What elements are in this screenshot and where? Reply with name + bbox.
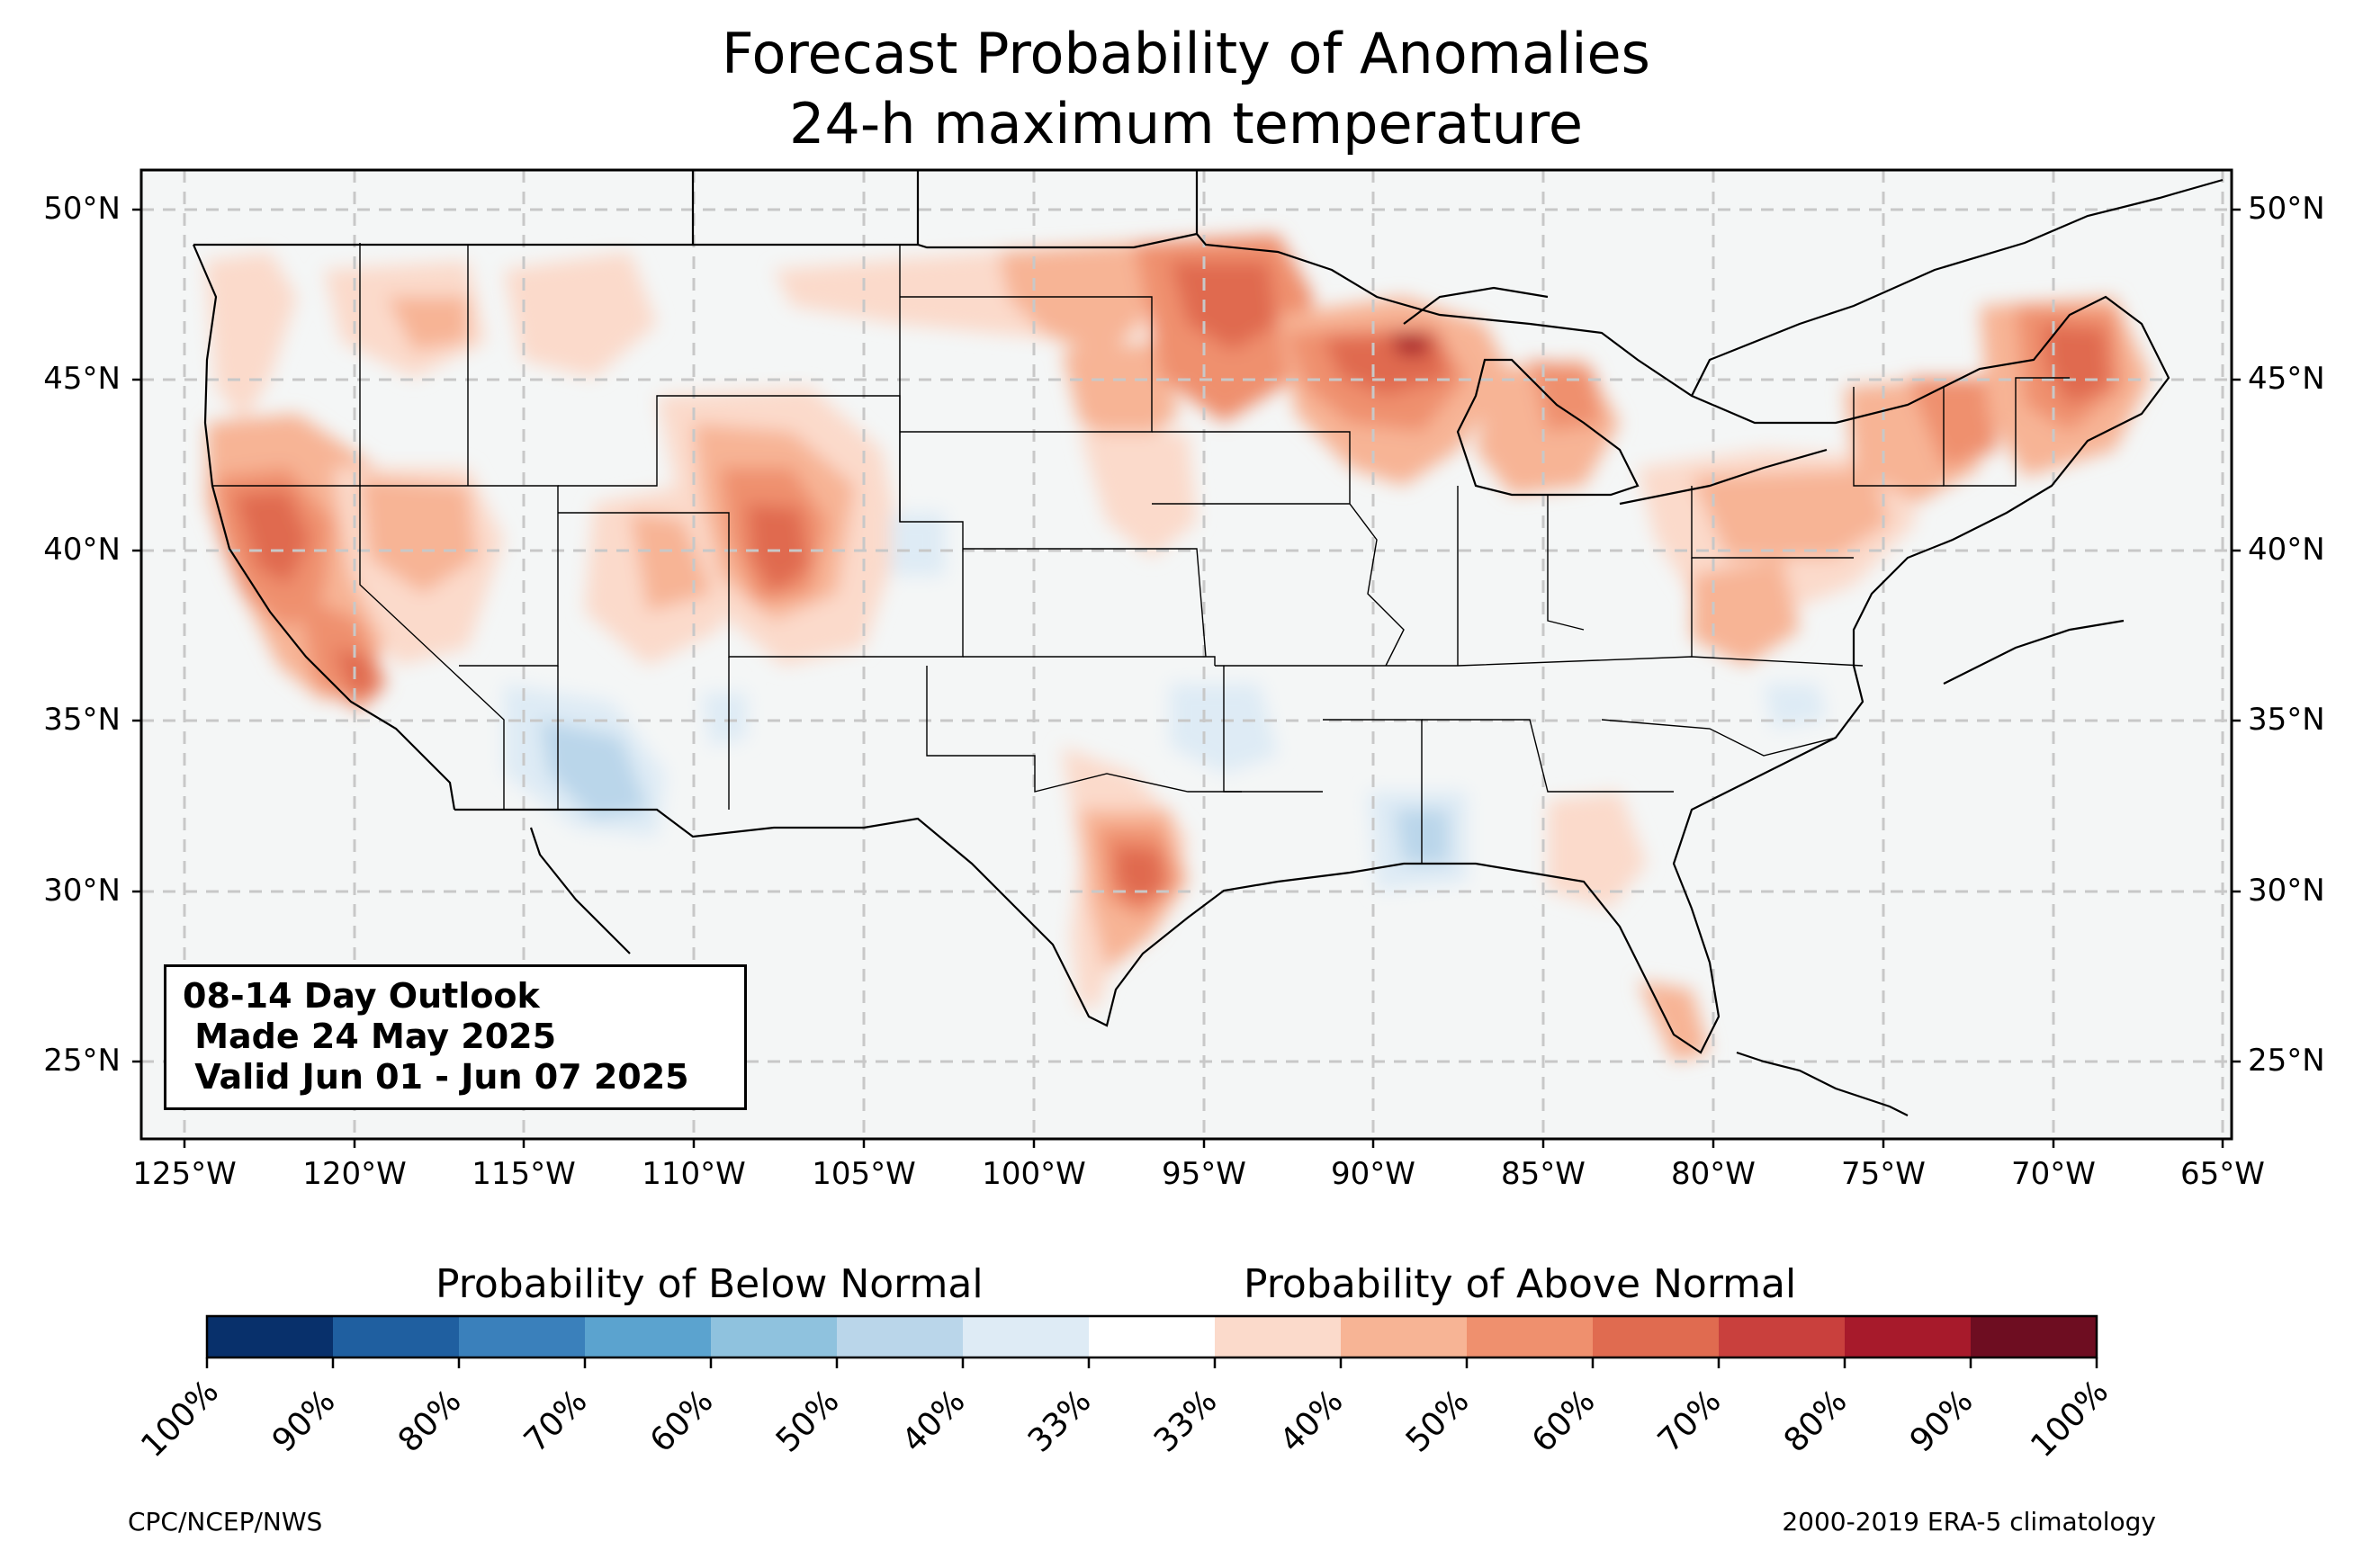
lat-label-right: 25°N [2248, 1043, 2325, 1079]
credit-text: CPC/NCEP/NWS [128, 1507, 323, 1537]
lat-label-left: 50°N [43, 191, 121, 227]
climatology-text: 2000-2019 ERA-5 climatology [1782, 1507, 2156, 1537]
map-frame [139, 168, 2233, 1141]
lon-label: 80°W [1671, 1156, 1756, 1192]
lon-label: 75°W [1841, 1156, 1926, 1192]
chart-title-line2: 24-h maximum temperature [788, 91, 1584, 157]
lon-label: 65°W [2180, 1156, 2265, 1192]
lat-label-left: 25°N [43, 1043, 121, 1079]
lat-label-left: 45°N [43, 361, 121, 397]
outlook-made-date: Made 24 May 2025 [183, 1017, 557, 1056]
lon-label: 105°W [812, 1156, 916, 1192]
lat-label-left: 35°N [43, 702, 121, 738]
lon-label: 90°W [1331, 1156, 1415, 1192]
lon-label: 100°W [982, 1156, 1086, 1192]
map-gridlines [141, 170, 2232, 1139]
lat-label-right: 30°N [2248, 873, 2325, 909]
lat-label-right: 50°N [2248, 191, 2325, 227]
colorbar-below-title: Probability of Below Normal [436, 1261, 984, 1307]
lon-label: 125°W [132, 1156, 237, 1192]
lon-label: 70°W [2011, 1156, 2096, 1192]
colorbar-above-title: Probability of Above Normal [1244, 1261, 1797, 1307]
map-outlines [192, 170, 2224, 1116]
outlook-info-box: 08-14 Day Outlook Made 24 May 2025 Valid… [164, 964, 747, 1110]
lat-label-left: 30°N [43, 873, 121, 909]
lon-label: 85°W [1501, 1156, 1586, 1192]
outlook-period: 08-14 Day Outlook [183, 976, 540, 1016]
lon-label: 120°W [302, 1156, 407, 1192]
axis-ticks [132, 208, 2241, 1148]
lon-label: 110°W [642, 1156, 746, 1192]
outlook-valid-range: Valid Jun 01 - Jun 07 2025 [183, 1057, 689, 1097]
lat-label-left: 40°N [43, 532, 121, 568]
state-borders [212, 243, 2070, 864]
lat-label-right: 35°N [2248, 702, 2325, 738]
lat-label-right: 45°N [2248, 361, 2325, 397]
lon-label: 95°W [1162, 1156, 1246, 1192]
lon-label: 115°W [472, 1156, 576, 1192]
lat-label-right: 40°N [2248, 532, 2325, 568]
chart-title-line1: Forecast Probability of Anomalies [722, 21, 1650, 86]
